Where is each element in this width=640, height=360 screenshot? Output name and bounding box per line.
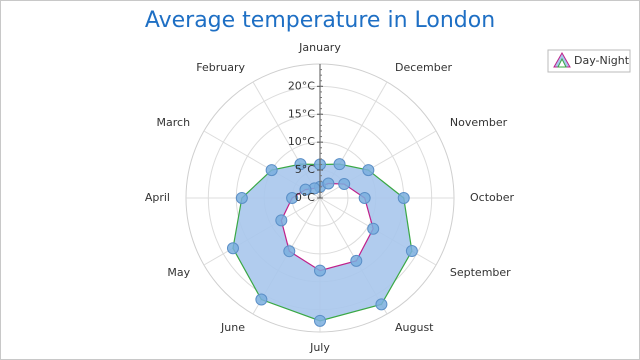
category-label: October (470, 191, 514, 204)
legend-label: Day-Night (574, 54, 630, 67)
marker (226, 242, 239, 255)
marker (405, 245, 418, 258)
marker (362, 164, 375, 177)
category-label: March (157, 116, 191, 129)
y-tick-label: 5°C (295, 163, 315, 176)
marker (299, 183, 312, 196)
category-label: July (309, 341, 330, 354)
category-label: February (196, 61, 245, 74)
category-label: November (450, 116, 508, 129)
marker (294, 158, 307, 171)
marker (333, 158, 346, 171)
chart-title: Average temperature in London (145, 8, 495, 33)
category-label: August (395, 321, 434, 334)
y-tick-label: 10°C (288, 135, 315, 148)
marker (314, 264, 326, 277)
marker (265, 164, 278, 177)
marker (397, 192, 410, 204)
marker (275, 214, 288, 227)
category-label: May (167, 266, 190, 279)
marker (255, 293, 268, 306)
marker (314, 314, 326, 327)
category-label: April (145, 191, 170, 204)
marker (338, 178, 351, 191)
marker (367, 222, 380, 235)
category-label: January (298, 41, 341, 54)
category-label: December (395, 61, 453, 74)
category-label: September (450, 266, 511, 279)
marker (283, 245, 296, 258)
y-tick-label: 0°C (295, 191, 315, 204)
y-tick-label: 15°C (288, 107, 315, 120)
marker (286, 192, 299, 204)
marker (350, 254, 363, 267)
marker (235, 192, 248, 204)
category-label: June (220, 321, 245, 334)
marker (375, 298, 388, 311)
marker (322, 177, 335, 190)
marker (358, 192, 371, 204)
y-tick-label: 20°C (288, 79, 315, 92)
legend-icon-inner (557, 57, 567, 68)
